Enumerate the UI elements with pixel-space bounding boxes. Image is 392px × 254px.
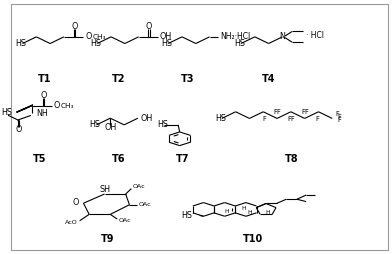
Text: T4: T4 [262, 74, 275, 84]
Text: O: O [72, 198, 78, 207]
Text: HS: HS [16, 39, 27, 48]
Text: SH: SH [99, 185, 110, 194]
Text: T8: T8 [285, 154, 298, 164]
Text: T7: T7 [176, 154, 189, 164]
Text: HS: HS [90, 39, 102, 48]
Text: · HCl: · HCl [306, 31, 324, 40]
Text: OAc: OAc [132, 184, 145, 189]
Text: F: F [304, 108, 308, 115]
Text: O: O [146, 23, 152, 31]
Text: F: F [274, 108, 278, 115]
Text: O: O [40, 91, 47, 100]
Text: HS: HS [215, 114, 226, 123]
Text: T1: T1 [38, 74, 51, 84]
Text: AcO: AcO [65, 220, 78, 225]
Text: F: F [335, 111, 339, 117]
Text: OAc: OAc [139, 202, 151, 207]
Text: H: H [224, 210, 229, 214]
Polygon shape [16, 105, 33, 112]
Text: F: F [263, 116, 267, 122]
Text: HS: HS [90, 120, 101, 129]
Text: F: F [277, 108, 280, 115]
Text: OH: OH [160, 32, 172, 41]
Text: OH: OH [104, 123, 116, 132]
Text: CH₃: CH₃ [61, 103, 74, 109]
Text: F: F [337, 117, 341, 122]
Text: HS: HS [234, 39, 245, 48]
Text: O: O [15, 124, 22, 134]
Text: OH: OH [140, 114, 152, 123]
Text: OAc: OAc [119, 218, 131, 223]
Text: T3: T3 [181, 74, 195, 84]
Text: F: F [315, 116, 319, 122]
Text: T9: T9 [101, 234, 114, 244]
Text: F: F [301, 108, 305, 115]
Text: F: F [337, 114, 341, 120]
Text: HS: HS [161, 39, 172, 48]
Text: HS: HS [158, 120, 169, 129]
Text: O: O [71, 23, 78, 31]
Text: F: F [288, 116, 291, 122]
Text: F: F [290, 116, 294, 122]
Text: O: O [85, 32, 91, 41]
Text: H: H [247, 210, 252, 215]
Text: H: H [265, 210, 270, 215]
Text: CH₃: CH₃ [93, 34, 106, 40]
Text: T5: T5 [33, 154, 46, 164]
Text: T2: T2 [113, 74, 126, 84]
Text: T6: T6 [113, 154, 126, 164]
Text: N: N [279, 32, 285, 41]
Text: H: H [242, 206, 246, 211]
Text: NH₂·HCl: NH₂·HCl [220, 32, 250, 41]
Text: HS: HS [181, 211, 192, 220]
Text: O: O [54, 101, 60, 110]
Text: HS: HS [2, 108, 13, 117]
Text: T10: T10 [243, 234, 263, 244]
Text: NH: NH [37, 109, 49, 118]
